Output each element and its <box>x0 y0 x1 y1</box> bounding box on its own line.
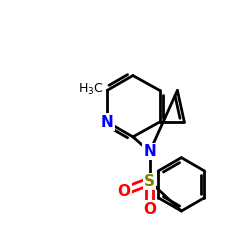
Text: S: S <box>144 174 155 189</box>
Text: O: O <box>143 202 156 216</box>
Text: N: N <box>143 144 156 159</box>
Text: O: O <box>118 184 130 199</box>
Text: $\mathrm{H_3C}$: $\mathrm{H_3C}$ <box>78 82 103 97</box>
Text: N: N <box>101 114 114 130</box>
